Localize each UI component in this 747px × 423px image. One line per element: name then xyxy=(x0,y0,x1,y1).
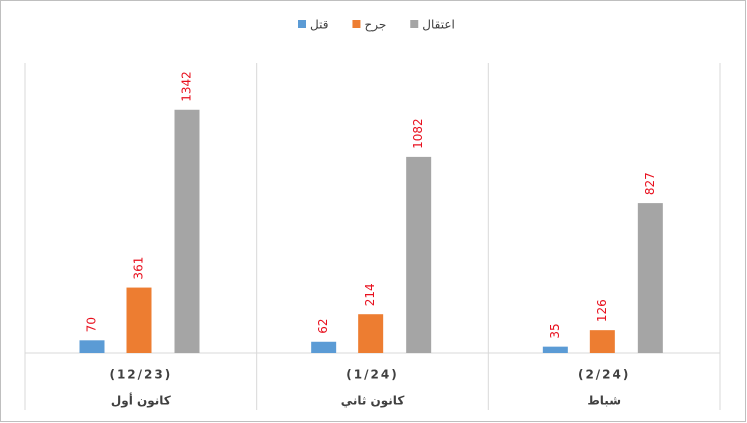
data-label: 126 xyxy=(595,299,609,322)
bar xyxy=(126,287,152,353)
data-label: 1082 xyxy=(411,118,425,149)
data-label: 70 xyxy=(85,317,99,332)
bar xyxy=(637,203,663,353)
legend-label: جرح xyxy=(364,18,386,33)
bar xyxy=(406,156,432,353)
legend-label: اعتقال xyxy=(422,18,455,32)
x-tick-label: كانون ثاني xyxy=(341,394,405,409)
data-label: 1342 xyxy=(180,71,194,102)
bar xyxy=(358,314,384,353)
x-tick-label: (12/23) xyxy=(109,368,172,382)
data-label: 827 xyxy=(643,172,657,195)
bar xyxy=(174,109,200,353)
data-label: 35 xyxy=(548,323,562,338)
x-tick-label: (2/24) xyxy=(578,368,630,382)
bar xyxy=(79,340,105,353)
bar xyxy=(542,346,568,353)
data-label: 62 xyxy=(316,318,330,333)
bar xyxy=(589,330,615,353)
legend-swatch xyxy=(352,20,361,28)
data-label: 214 xyxy=(363,283,377,306)
x-tick-label: كانون أول xyxy=(111,393,171,409)
data-label: 361 xyxy=(132,257,146,280)
x-tick-label: (1/24) xyxy=(346,368,398,382)
legend-swatch xyxy=(410,20,419,28)
legend-label: قتل xyxy=(310,18,328,32)
legend-swatch xyxy=(298,20,306,28)
bar xyxy=(311,341,337,353)
x-tick-label: شباط xyxy=(587,394,621,408)
